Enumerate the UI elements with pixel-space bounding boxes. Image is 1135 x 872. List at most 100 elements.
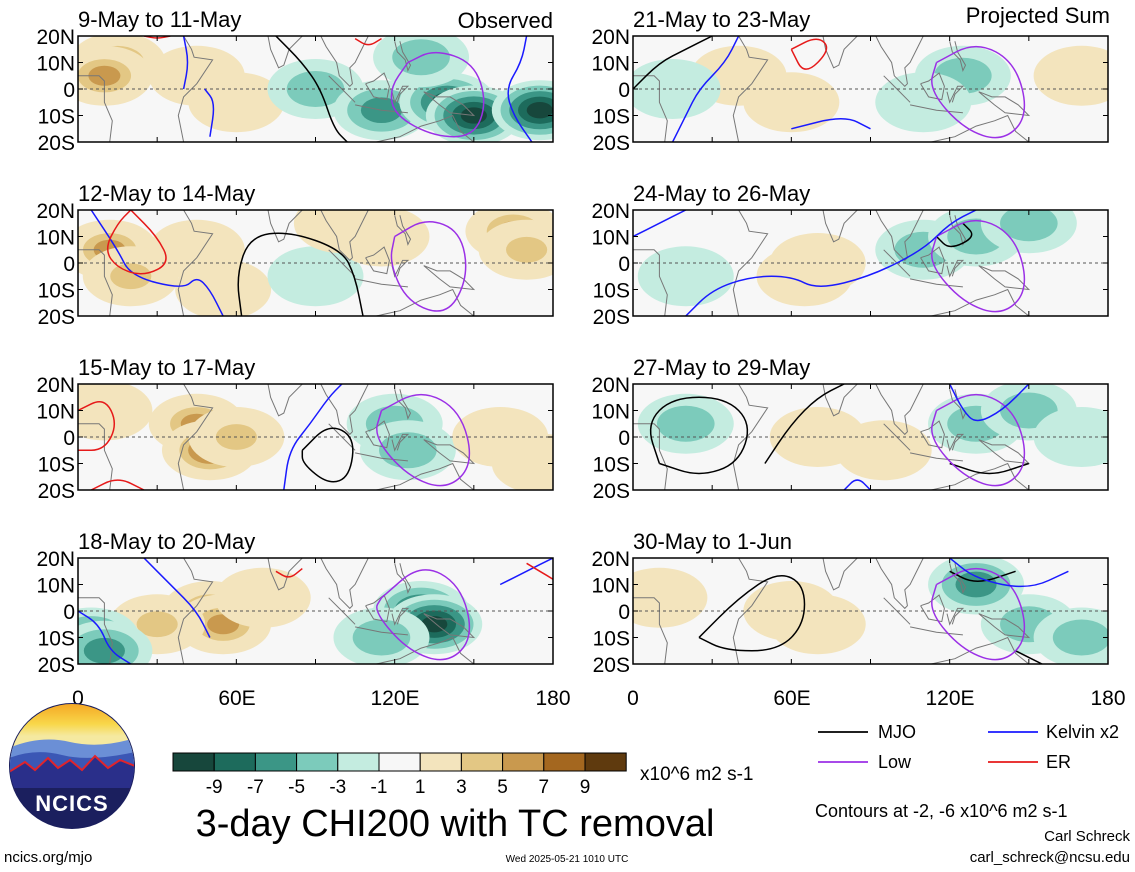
lat-label: 10N	[36, 401, 75, 424]
anomaly-region	[743, 72, 840, 133]
panel-title: 18-May to 20-May	[78, 529, 255, 554]
lat-label: 20S	[38, 306, 75, 329]
coastline	[266, 558, 304, 591]
coastline	[875, 36, 924, 88]
lat-label: 0	[618, 253, 630, 276]
coastline	[266, 36, 304, 69]
lat-label: 0	[63, 253, 75, 276]
coastline	[365, 594, 390, 623]
lat-label: 20S	[38, 654, 75, 677]
anomaly-region	[110, 263, 152, 290]
contour-er	[275, 568, 303, 578]
coastline	[355, 104, 408, 114]
panel-title: 30-May to 1-Jun	[633, 529, 792, 554]
lat-label: 10N	[591, 227, 630, 250]
lat-label: 10N	[36, 227, 75, 250]
coastline	[633, 75, 668, 142]
colorbar-label: -7	[247, 777, 264, 798]
contour-mjo	[698, 574, 806, 652]
coastline	[910, 452, 963, 462]
coastline	[633, 249, 668, 316]
anomaly-region	[78, 392, 134, 429]
main-title: 3-day CHI200 with TC removal	[196, 803, 715, 845]
coastline	[920, 246, 945, 275]
colorbar-label: 9	[580, 777, 591, 798]
colorbar-swatch	[378, 752, 421, 772]
colorbar-swatch	[254, 752, 298, 772]
coastline	[910, 104, 963, 114]
anomaly-region	[637, 246, 734, 307]
projected-tag: Projected Sum	[966, 3, 1110, 28]
lon-label: 0	[627, 687, 639, 710]
contour-kelvin	[182, 36, 189, 90]
colorbar-label: -5	[288, 777, 305, 798]
coastline	[910, 278, 963, 288]
contour-kelvin	[671, 36, 740, 142]
contour-er	[526, 562, 553, 580]
lat-label: 10S	[38, 106, 75, 129]
contour-low	[931, 45, 1026, 139]
colorbar-swatch	[419, 752, 462, 772]
coastline	[946, 433, 965, 452]
colorbar-label: -9	[206, 777, 223, 798]
coastline	[328, 249, 356, 277]
colorbar-swatch	[502, 752, 545, 772]
coastline	[376, 114, 475, 142]
ncics-logo: NCICS	[9, 703, 135, 829]
contour-kelvin	[685, 210, 977, 316]
anomaly-region	[233, 579, 292, 616]
coastline	[266, 384, 304, 417]
anomaly-region	[175, 259, 272, 316]
colorbar-units: x10^6 m2 s-1	[640, 764, 753, 785]
coastline	[920, 420, 945, 449]
panel-title: 24-May to 26-May	[633, 181, 810, 206]
coastline	[732, 36, 769, 142]
coastline	[177, 384, 214, 490]
contour-mjo	[764, 384, 845, 464]
coastline	[931, 288, 1030, 316]
contour-mjo	[237, 232, 364, 316]
lat-label: 20N	[591, 374, 630, 397]
panel-title: 9-May to 11-May	[78, 7, 241, 32]
anomaly-region	[788, 245, 847, 281]
anomaly-region	[286, 71, 345, 107]
contour-kelvin	[507, 36, 533, 142]
coastline	[391, 607, 410, 626]
contour-er	[106, 210, 167, 275]
lat-label: 10S	[593, 280, 630, 303]
coastline	[946, 85, 965, 104]
panel-title: 12-May to 14-May	[78, 181, 255, 206]
coastline	[875, 210, 924, 262]
anomaly-region	[1033, 407, 1108, 467]
coastline	[920, 72, 945, 101]
anomaly-region	[656, 405, 715, 442]
contour-mjo	[633, 36, 713, 90]
colorbar-label: 7	[539, 777, 550, 798]
coastline	[732, 558, 769, 664]
coastline	[821, 384, 859, 417]
panel-title: 27-May to 29-May	[633, 355, 810, 380]
lat-label: 10N	[591, 401, 630, 424]
lat-label: 10S	[593, 106, 630, 129]
coastline	[355, 452, 408, 462]
lon-axis-left: 0 60E 120E 180	[72, 687, 570, 710]
legend-label-mjo: MJO	[878, 722, 916, 742]
lat-label: 20S	[38, 480, 75, 503]
lat-label: 10S	[593, 454, 630, 477]
anomaly-region	[1052, 57, 1108, 94]
contour-low	[390, 221, 467, 312]
lat-label: 0	[63, 601, 75, 624]
coastline	[883, 597, 911, 625]
contour-mjo	[275, 36, 348, 142]
anomaly-region	[875, 72, 972, 133]
coastline	[821, 210, 859, 243]
lat-label: 10S	[593, 628, 630, 651]
contour-kelvin	[204, 88, 215, 137]
lon-label: 60E	[218, 687, 255, 710]
colorbar-label: -3	[329, 777, 346, 798]
